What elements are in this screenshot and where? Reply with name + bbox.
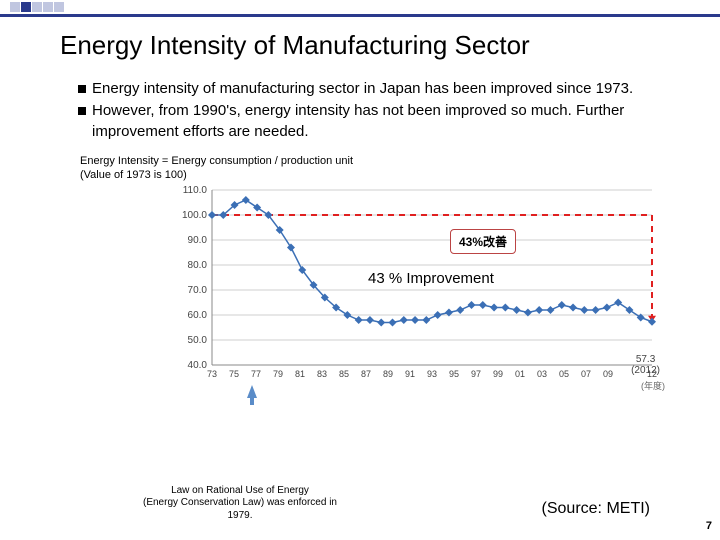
svg-text:50.0: 50.0 bbox=[188, 335, 208, 346]
svg-text:89: 89 bbox=[383, 369, 393, 379]
svg-text:09: 09 bbox=[603, 369, 613, 379]
energy-intensity-chart: 40.0 50.0 60.0 70.0 80.0 90.0 100.0 110.0 73 75 77… bbox=[170, 184, 670, 394]
svg-text:73: 73 bbox=[207, 369, 217, 379]
chart-svg: 40.0 50.0 60.0 70.0 80.0 90.0 100.0 110.0 73 75 77… bbox=[170, 184, 670, 394]
svg-text:03: 03 bbox=[537, 369, 547, 379]
svg-text:99: 99 bbox=[493, 369, 503, 379]
svg-text:87: 87 bbox=[361, 369, 371, 379]
header-decoration bbox=[0, 0, 720, 20]
page-number: 7 bbox=[706, 520, 712, 532]
svg-text:100.0: 100.0 bbox=[182, 210, 207, 221]
svg-text:01: 01 bbox=[515, 369, 525, 379]
x-axis-unit: (年度) bbox=[641, 379, 665, 392]
svg-text:81: 81 bbox=[295, 369, 305, 379]
svg-text:80.0: 80.0 bbox=[188, 260, 208, 271]
last-point-label: 57.3(2012) bbox=[631, 354, 660, 376]
svg-text:91: 91 bbox=[405, 369, 415, 379]
footnote: Law on Rational Use of Energy (Energy Co… bbox=[135, 485, 345, 523]
svg-text:75: 75 bbox=[229, 369, 239, 379]
slide-title: Energy Intensity of Manufacturing Sector bbox=[60, 30, 680, 61]
svg-text:90.0: 90.0 bbox=[188, 235, 208, 246]
svg-text:85: 85 bbox=[339, 369, 349, 379]
svg-text:07: 07 bbox=[581, 369, 591, 379]
definition-text: Energy Intensity = Energy consumption / … bbox=[80, 154, 680, 183]
callout-badge: 43%改善 bbox=[450, 229, 516, 254]
arrow-up-icon bbox=[247, 385, 257, 398]
svg-text:95: 95 bbox=[449, 369, 459, 379]
svg-text:110.0: 110.0 bbox=[183, 185, 208, 196]
bullet-item: However, from 1990's, energy intensity h… bbox=[78, 101, 680, 142]
svg-text:93: 93 bbox=[427, 369, 437, 379]
svg-text:79: 79 bbox=[273, 369, 283, 379]
svg-text:83: 83 bbox=[317, 369, 327, 379]
svg-text:70.0: 70.0 bbox=[188, 285, 208, 296]
svg-text:60.0: 60.0 bbox=[188, 310, 208, 321]
bullet-list: Energy intensity of manufacturing sector… bbox=[60, 79, 680, 142]
svg-text:77: 77 bbox=[251, 369, 261, 379]
improvement-label: 43 % Improvement bbox=[365, 269, 497, 288]
svg-text:40.0: 40.0 bbox=[188, 360, 208, 371]
svg-text:97: 97 bbox=[471, 369, 481, 379]
source-text: (Source: METI) bbox=[542, 500, 650, 518]
svg-text:05: 05 bbox=[559, 369, 569, 379]
bullet-item: Energy intensity of manufacturing sector… bbox=[78, 79, 680, 99]
